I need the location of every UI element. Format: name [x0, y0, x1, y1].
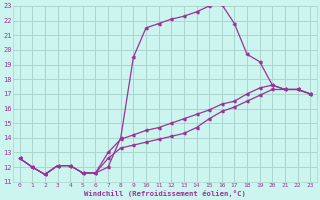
X-axis label: Windchill (Refroidissement éolien,°C): Windchill (Refroidissement éolien,°C) [84, 190, 246, 197]
